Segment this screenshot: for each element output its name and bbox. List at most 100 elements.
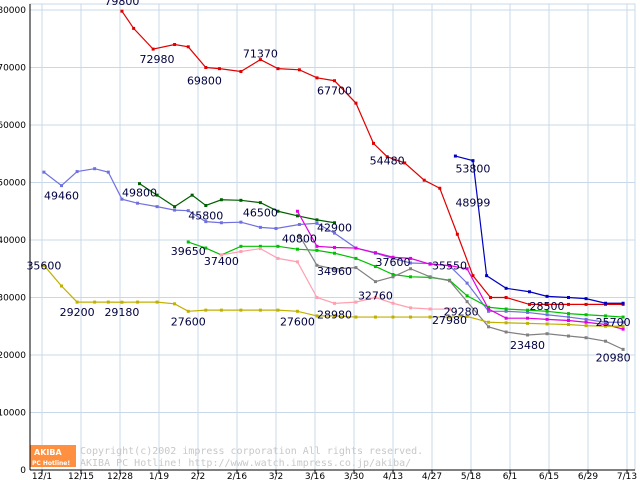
data-point	[373, 296, 377, 299]
data-point	[315, 248, 319, 252]
data-point	[489, 296, 492, 299]
series	[42, 9, 625, 351]
data-point	[455, 232, 459, 236]
data-point	[333, 251, 336, 255]
data-point	[219, 221, 223, 225]
data-label: 40800	[282, 232, 317, 245]
data-point	[204, 66, 208, 69]
copyright-text: Copyright(c)2002 impress corporation All…	[80, 446, 423, 457]
data-label: 34960	[317, 265, 352, 278]
x-tick-label: 3/30	[344, 472, 364, 480]
axes: 0 10000 20000 30000 40000 50000 60000 70000 8000…	[0, 4, 637, 480]
x-tick-label: 12/28	[107, 472, 133, 480]
data-point	[567, 315, 570, 319]
data-point	[391, 315, 395, 319]
data-point	[120, 300, 124, 304]
data-point	[584, 324, 588, 328]
data-point	[465, 294, 469, 298]
data-label: 37600	[376, 256, 411, 269]
data-point	[354, 246, 358, 250]
data-point	[297, 68, 301, 72]
data-point	[584, 313, 588, 317]
data-point	[448, 315, 452, 319]
x-tick-label: 12/1	[32, 472, 52, 480]
data-label: 29200	[60, 306, 95, 319]
data-point	[545, 322, 549, 326]
data-point	[391, 301, 395, 305]
data-point	[584, 297, 588, 301]
grid	[29, 3, 636, 471]
data-point	[155, 205, 159, 209]
data-point	[545, 294, 549, 298]
data-label: 20980	[596, 351, 631, 364]
data-point	[391, 255, 395, 259]
data-point	[504, 307, 508, 311]
data-point	[219, 253, 223, 257]
data-point	[186, 209, 190, 213]
data-point	[60, 284, 63, 288]
data-label: 27600	[280, 315, 315, 328]
data-point	[448, 307, 452, 311]
data-point	[106, 300, 110, 304]
series-magenta	[295, 209, 625, 331]
data-point	[239, 250, 243, 253]
data-point	[239, 198, 243, 202]
data-point	[315, 76, 319, 80]
data-point	[604, 339, 608, 343]
y-tick-label: 0	[20, 466, 26, 476]
data-point	[409, 315, 413, 319]
data-point	[391, 275, 395, 279]
data-point	[526, 316, 530, 320]
data-label: 45800	[188, 210, 223, 223]
data-point	[354, 256, 358, 260]
data-point	[354, 101, 358, 105]
data-point	[42, 263, 46, 267]
data-point	[621, 320, 625, 324]
data-point	[173, 302, 177, 306]
data-point	[584, 302, 588, 306]
data-point	[276, 244, 280, 248]
data-point	[315, 296, 319, 299]
series-line-green	[188, 241, 624, 318]
data-point	[487, 309, 491, 313]
data-point	[315, 314, 319, 318]
data-label: 53800	[455, 163, 490, 176]
data-point	[621, 324, 625, 328]
x-tick-label: 4/27	[422, 472, 442, 480]
data-point	[186, 240, 190, 244]
data-label: 69800	[187, 75, 222, 88]
data-point	[448, 279, 452, 283]
data-point	[372, 141, 375, 145]
data-point	[258, 225, 262, 229]
data-point	[315, 263, 319, 267]
data-point	[604, 323, 608, 327]
x-tick-label: 6/1	[503, 472, 517, 480]
data-point	[239, 244, 243, 248]
data-point	[528, 302, 531, 306]
data-point	[621, 347, 625, 351]
data-label: 39650	[171, 245, 206, 258]
data-point	[567, 296, 570, 299]
data-point	[333, 245, 336, 249]
watermark: AKIBA PC Hotline! Copyright(c)2002 impre…	[30, 445, 423, 469]
data-point	[276, 67, 280, 71]
data-point	[567, 312, 570, 316]
data-point	[487, 320, 491, 324]
series-red	[120, 9, 625, 306]
data-point	[391, 273, 395, 276]
series-lavender	[42, 167, 625, 324]
data-point	[186, 45, 190, 49]
y-tick-label: 70000	[0, 64, 26, 74]
data-point	[604, 324, 608, 328]
data-point	[428, 315, 432, 319]
series-line-gray	[298, 235, 624, 350]
x-tick-label: 12/15	[68, 472, 94, 480]
data-point	[448, 264, 452, 268]
data-point	[75, 300, 79, 304]
data-point	[239, 220, 243, 224]
y-tick-label: 80000	[0, 6, 26, 16]
data-point	[315, 244, 319, 248]
y-tick-label: 10000	[0, 409, 26, 419]
data-point	[295, 309, 299, 313]
data-point	[545, 313, 549, 317]
